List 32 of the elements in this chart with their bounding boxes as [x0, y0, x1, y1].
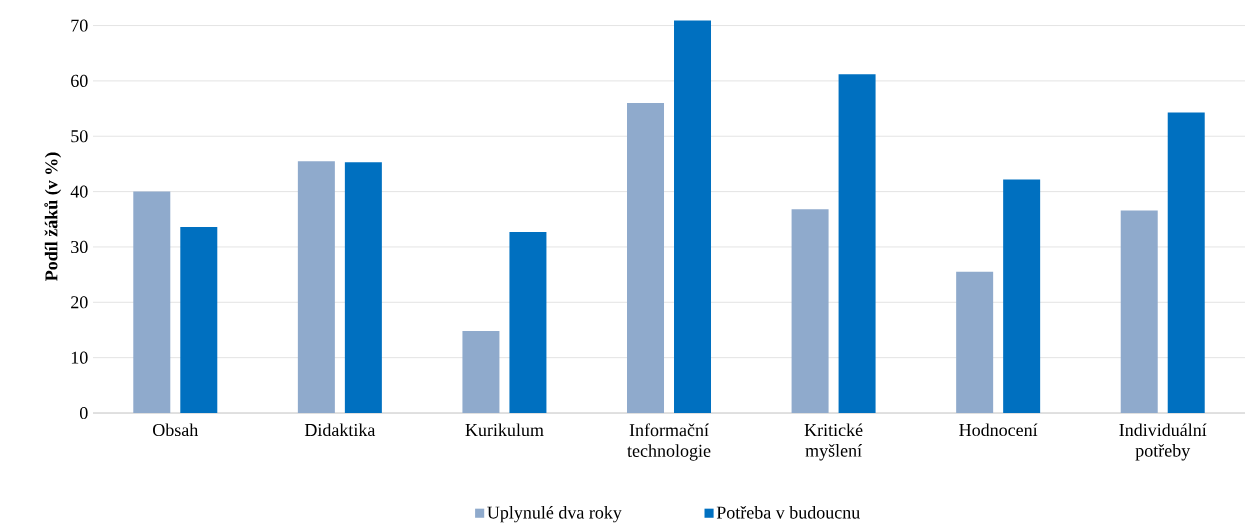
- y-tick-label: 0: [79, 406, 88, 420]
- bar: [791, 209, 829, 413]
- y-tick-label: 10: [71, 351, 88, 364]
- bar: [509, 232, 547, 413]
- x-tick-label: Individuální potřeby: [1119, 423, 1207, 461]
- x-tick-label: Hodnocení: [959, 423, 1038, 437]
- x-tick-label: Kurikulum: [465, 423, 544, 437]
- x-tick-label: Informační technologie: [627, 423, 711, 461]
- y-tick-label: 70: [71, 19, 88, 32]
- bar: [462, 331, 500, 413]
- bar: [133, 191, 171, 413]
- bar: [838, 74, 876, 413]
- bar: [1167, 112, 1205, 413]
- x-tick-label: Kritické myšlení: [804, 423, 863, 461]
- y-tick-label: 20: [71, 296, 88, 309]
- bar: [344, 162, 382, 413]
- bar: [674, 20, 712, 413]
- y-axis-title: Podíl žáků (v %): [44, 152, 62, 281]
- bar: [297, 161, 335, 413]
- bar: [956, 271, 994, 413]
- y-tick-label: 60: [71, 74, 88, 87]
- legend-label: Uplynulé dva roky: [487, 505, 622, 523]
- y-tick-label: 50: [71, 130, 88, 143]
- bar: [180, 227, 218, 413]
- legend-label: Potřeba v budoucnu: [716, 505, 860, 519]
- x-tick-label: Didaktika: [304, 423, 376, 437]
- bar: [1120, 210, 1158, 413]
- x-tick-label: Obsah: [153, 423, 199, 437]
- y-tick-label: 40: [70, 185, 88, 198]
- bar: [627, 103, 665, 413]
- y-tick-label: 30: [71, 240, 88, 254]
- bar: [1003, 179, 1041, 413]
